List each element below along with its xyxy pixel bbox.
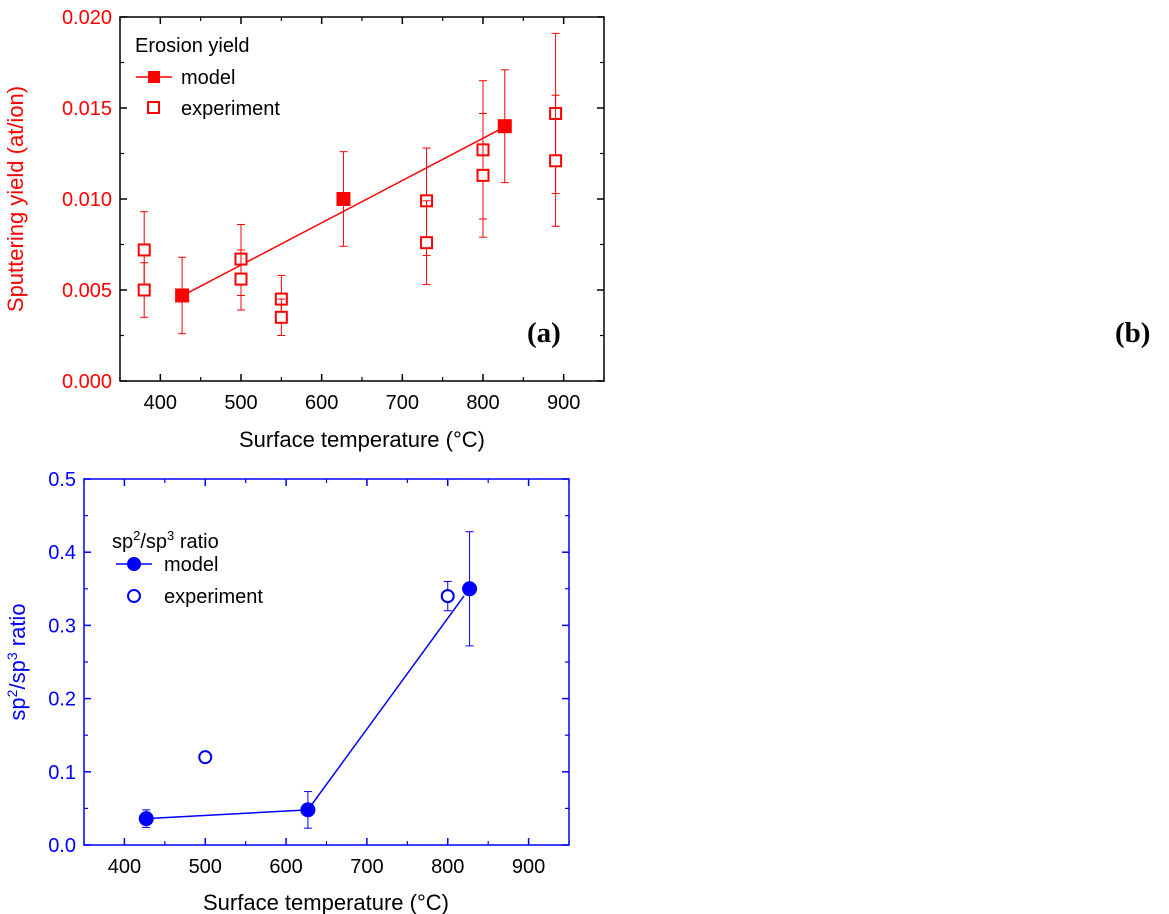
panel-b-sp2-sp3-chart: 400 500 600 700 800 900 0.0 0.1 0.2 0.3 0.4 0.5 Su…	[4, 469, 570, 914]
x-axis-label: Surface temperature (°C)	[203, 890, 449, 914]
y-tick-label: 0.5	[48, 469, 76, 491]
x-tick-label: 900	[547, 392, 580, 414]
data-point-model	[462, 581, 478, 597]
series-line-model	[182, 129, 500, 297]
data-point-model	[175, 288, 190, 303]
x-tick-label: 700	[350, 856, 383, 878]
data-point-model	[497, 119, 512, 134]
y-axis-label: sp2/sp3 ratio	[4, 603, 30, 720]
panel-label-a: (a)	[527, 317, 561, 349]
panel-label-b: (b)	[1115, 317, 1150, 349]
legend-model-marker	[148, 71, 160, 83]
x-tick-labels: 400 500 600 700 800 900	[144, 392, 581, 414]
panel-a-erosion-yield-chart: 400 500 600 700 800 900 0.0000.0050.0100.0150…	[3, 7, 605, 452]
y-tick-label: 0.2	[48, 689, 76, 711]
x-tick-label: 600	[269, 856, 302, 878]
legend-title: Erosion yield	[135, 35, 250, 57]
legend-experiment-marker	[127, 589, 141, 603]
legend-model-label: model	[181, 67, 235, 89]
legend-experiment-label: experiment	[164, 586, 263, 608]
data-point-model	[138, 811, 154, 827]
data-point-experiment	[198, 750, 213, 765]
legend-model-label: model	[164, 554, 218, 576]
y-tick-labels: 0.000 0.005 0.010 0.015 0.020	[62, 7, 112, 393]
x-tick-label: 600	[305, 392, 338, 414]
x-axis-label: Surface temperature (°C)	[239, 427, 485, 452]
y-tick-label: 0.4	[48, 542, 76, 564]
tick-marks	[119, 16, 605, 382]
y-tick-label: 0.020	[62, 7, 112, 29]
y-tick-label: 0.015	[62, 98, 112, 120]
data-point-experiment	[476, 168, 490, 182]
x-tick-label: 500	[224, 392, 257, 414]
x-tick-label: 400	[144, 392, 177, 414]
legend-experiment-label: experiment	[181, 98, 280, 120]
y-tick-label: 0.1	[48, 762, 76, 784]
data-point-experiment	[549, 154, 563, 168]
y-tick-labels: 0.0 0.1 0.2 0.3 0.4 0.5	[48, 469, 76, 857]
data-marks	[137, 32, 563, 336]
tick-marks	[83, 478, 570, 846]
data-point-experiment	[234, 272, 248, 286]
legend: Erosion yield model experiment	[135, 35, 280, 120]
y-tick-label: 0.010	[62, 189, 112, 211]
x-tick-label: 400	[108, 856, 141, 878]
y-tick-label: 0.000	[62, 371, 112, 393]
data-marks	[138, 531, 478, 829]
legend-model-marker	[127, 557, 141, 571]
legend-title: sp2/sp3 ratio	[112, 528, 219, 553]
y-tick-label: 0.0	[48, 835, 76, 857]
x-tick-labels: 400 500 600 700 800 900	[108, 856, 546, 878]
x-tick-label: 500	[189, 856, 222, 878]
x-tick-label: 800	[466, 392, 499, 414]
y-tick-label: 0.3	[48, 615, 76, 637]
x-tick-label: 900	[512, 856, 545, 878]
x-tick-label: 700	[386, 392, 419, 414]
data-point-model	[336, 192, 351, 206]
data-point-experiment	[137, 243, 151, 257]
data-point-experiment	[137, 283, 151, 297]
data-point-experiment	[440, 589, 455, 604]
data-point-model	[300, 802, 316, 818]
x-tick-label: 800	[431, 856, 464, 878]
data-point-experiment	[420, 236, 434, 250]
legend: sp2/sp3 ratio model experiment	[112, 528, 263, 608]
legend-experiment-marker	[147, 101, 160, 114]
y-tick-label: 0.005	[62, 280, 112, 302]
data-point-experiment	[274, 310, 288, 324]
series-line-model	[146, 595, 465, 820]
y-axis-label: Sputtering yield (at/ion)	[3, 86, 28, 312]
